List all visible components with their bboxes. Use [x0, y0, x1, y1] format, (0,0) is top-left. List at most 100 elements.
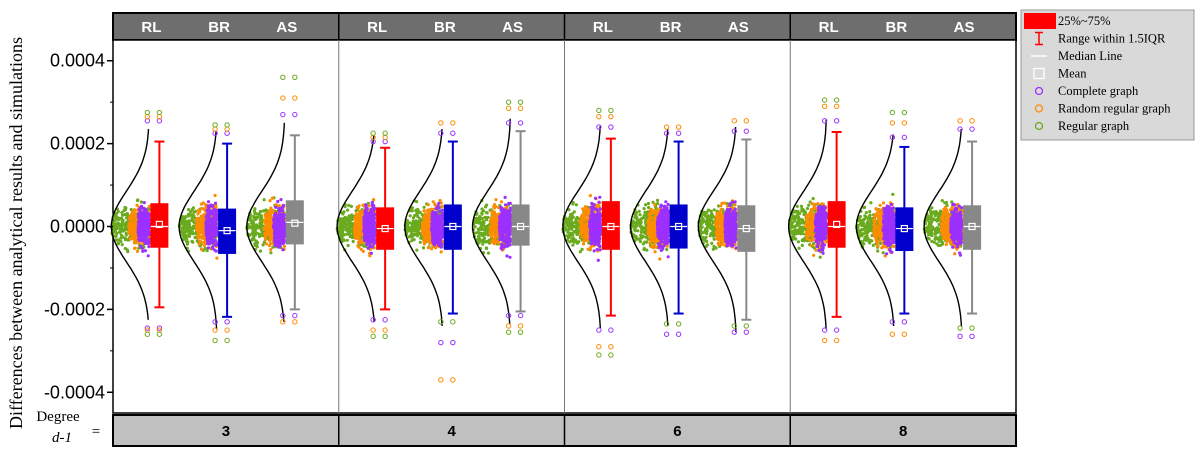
data-point [139, 225, 143, 229]
data-point [140, 212, 144, 216]
data-point [481, 223, 485, 227]
data-point [503, 213, 508, 217]
data-point [434, 246, 438, 250]
data-point [210, 204, 215, 208]
plot-area [110, 39, 1017, 414]
data-point [346, 229, 350, 233]
data-point [147, 204, 151, 208]
data-point [129, 237, 133, 241]
data-point [127, 216, 131, 220]
data-point [118, 229, 123, 234]
data-point [269, 220, 273, 225]
data-point [274, 205, 278, 209]
data-point [143, 249, 147, 253]
data-point [411, 219, 415, 223]
data-point [424, 213, 428, 217]
data-point [199, 247, 204, 251]
data-point [277, 245, 281, 249]
data-point [199, 214, 204, 218]
data-point [500, 245, 504, 249]
data-point [435, 219, 439, 223]
data-point [117, 217, 121, 222]
data-point [199, 221, 203, 225]
data-point [274, 215, 278, 219]
data-point [424, 227, 428, 231]
data-point [139, 244, 143, 248]
data-point [373, 227, 377, 231]
data-point [213, 193, 217, 198]
data-point [206, 215, 210, 219]
data-point [282, 221, 286, 225]
data-point [437, 243, 441, 248]
data-point [431, 236, 435, 240]
data-point [185, 237, 189, 241]
data-point [119, 216, 124, 220]
data-point [114, 218, 118, 222]
data-point [484, 226, 489, 230]
data-point [409, 226, 413, 230]
data-point [190, 218, 194, 222]
data-point [269, 248, 273, 252]
data-point [137, 237, 141, 241]
data-point [276, 230, 280, 234]
data-point [181, 222, 185, 226]
strip-label-AS: AS [728, 19, 749, 36]
data-point [353, 233, 357, 237]
data-point [205, 219, 209, 223]
data-point [200, 231, 204, 235]
data-point [418, 240, 422, 244]
data-point [478, 238, 482, 242]
data-point [269, 206, 273, 210]
x-axis-title-eq: = [92, 424, 100, 440]
data-point [141, 241, 145, 245]
data-point [367, 217, 372, 221]
data-point [113, 214, 117, 218]
strip-label-AS: AS [954, 19, 975, 36]
data-point [210, 240, 214, 244]
data-point [368, 239, 372, 243]
data-point [345, 238, 349, 242]
data-point [508, 223, 512, 228]
data-point [138, 209, 142, 213]
data-point [370, 245, 374, 249]
data-point [493, 235, 497, 239]
data-point [414, 226, 418, 230]
data-point [123, 205, 127, 210]
data-point [416, 207, 420, 212]
data-point [356, 223, 360, 227]
data-point [421, 221, 425, 225]
data-point [491, 239, 495, 243]
data-point [494, 217, 498, 221]
data-point [144, 209, 148, 213]
data-point [263, 227, 267, 231]
data-point [119, 239, 123, 244]
data-point [411, 229, 416, 233]
data-point [144, 238, 148, 242]
data-point [186, 240, 190, 244]
data-point [369, 227, 373, 231]
box-iqr [150, 203, 169, 248]
data-point [269, 251, 273, 255]
data-point [496, 241, 501, 245]
data-point [428, 241, 432, 246]
data-point [199, 202, 203, 206]
data-point [574, 219, 578, 223]
data-point [371, 219, 375, 223]
data-point [479, 216, 483, 220]
data-point [146, 241, 150, 245]
data-point [280, 238, 284, 242]
data-point [264, 208, 268, 212]
data-point [500, 230, 504, 234]
data-point [351, 239, 355, 244]
data-point [349, 230, 353, 234]
data-point [504, 217, 508, 221]
data-point [367, 204, 371, 208]
data-point [274, 226, 278, 230]
data-point [258, 209, 263, 214]
data-point [418, 219, 422, 223]
data-point [259, 224, 263, 228]
data-point [263, 238, 267, 242]
data-point [274, 211, 278, 215]
data-point [366, 211, 370, 216]
data-point [213, 201, 218, 205]
